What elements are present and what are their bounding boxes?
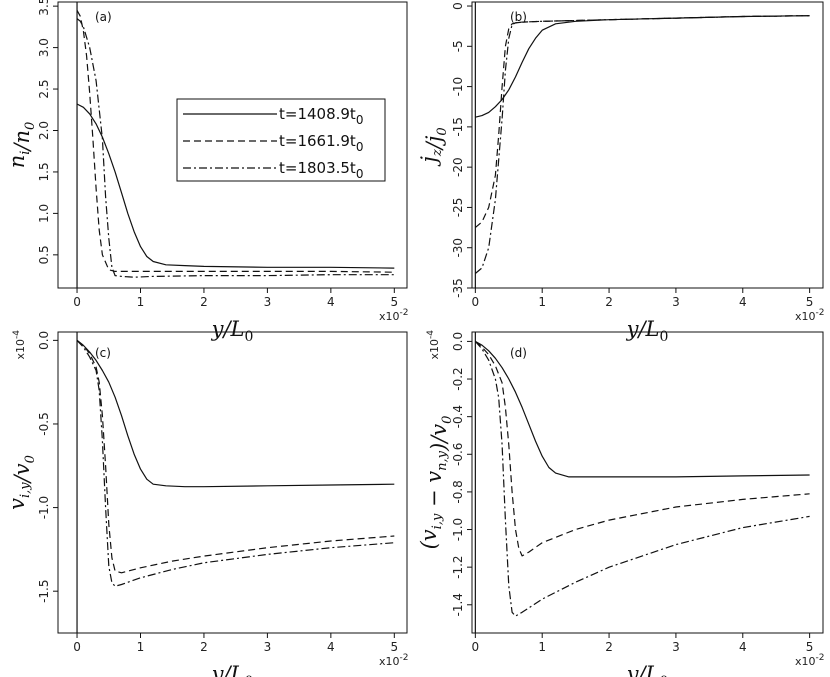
x-tick-label: 4 [327, 295, 335, 309]
panel-label: (d) [510, 346, 527, 360]
x-multiplier: x10-2 [379, 653, 409, 668]
series-line-solid [475, 340, 810, 478]
series-line-dashed [76, 339, 395, 574]
y-tick-label: -35 [451, 278, 465, 298]
y-tick-label: 1.0 [37, 204, 51, 223]
y-tick-label: -0.8 [451, 480, 465, 503]
y-tick-label: 0.0 [37, 331, 51, 350]
y-tick-label: 3.5 [37, 0, 51, 16]
x-tick-label: 2 [605, 640, 613, 654]
x-tick-label: 3 [672, 295, 680, 309]
y-multiplier: x10-4 [12, 330, 27, 360]
y-axis-label: ni/n0 [5, 122, 38, 169]
y-axis-label: vi,y/v0 [5, 455, 38, 510]
y-tick-label: -15 [451, 117, 465, 137]
plot-frame [57, 331, 408, 634]
series-line-solid [76, 339, 395, 488]
x-tick-label: 4 [739, 295, 747, 309]
y-tick-label: 0 [451, 2, 465, 10]
x-axis-label: y/L0 [211, 662, 254, 677]
x-tick-label: 4 [327, 640, 335, 654]
x-tick-label: 2 [200, 640, 208, 654]
chart-panel-4: 0 1 2 3 4 5 0.0 -0.2 -0.4 -0.6 -0.8 -1.0 -1.2 -1.4 x10… [417, 330, 825, 677]
x-tick-label: 1 [538, 640, 546, 654]
legend-label: t=1408.9t0 [279, 105, 363, 127]
y-tick-label: -10 [451, 77, 465, 97]
legend-label: t=1803.5t0 [279, 159, 363, 181]
y-tick-label: 2.0 [37, 121, 51, 140]
legend: t=1408.9t0 t=1661.9t0 t=1803.5t0 [176, 98, 386, 182]
series-line-dashed [474, 340, 810, 557]
x-tick-label: 5 [806, 640, 814, 654]
panel-label: (a) [95, 10, 112, 24]
y-tick-label: -0.5 [37, 412, 51, 435]
x-axis-label: y/L0 [626, 317, 669, 345]
x-tick-label: 3 [264, 640, 272, 654]
y-tick-label: 1.5 [37, 162, 51, 181]
plot-frame [471, 1, 824, 289]
y-tick-label: -1.4 [451, 593, 465, 616]
y-tick-label: 0.0 [451, 332, 465, 351]
y-tick-label: 2.5 [37, 79, 51, 98]
series-line-solid [76, 103, 395, 269]
x-tick-label: 5 [390, 640, 398, 654]
y-tick-label: 3.0 [37, 38, 51, 57]
x-axis-label: y/L0 [626, 662, 669, 677]
x-tick-label: 4 [739, 640, 747, 654]
y-multiplier: x10-4 [426, 330, 441, 360]
x-tick-label: 0 [472, 295, 480, 309]
series-line-dashed [76, 10, 395, 273]
chart-panel-2: 0 1 2 3 4 5 0 -5 -10 -15 -20 -25 -30 -35 x10-2 (b) y/L0 j… [417, 1, 825, 345]
x-tick-label: 3 [264, 295, 272, 309]
series-line-solid [475, 15, 810, 118]
x-multiplier: x10-2 [379, 308, 409, 323]
plot-frame [471, 331, 824, 634]
x-tick-label: 0 [73, 640, 81, 654]
chart-panel-3: 0 1 2 3 4 5 0.0 -0.5 -1.0 -1.5 x10-2 x10-4 (c) y/L0 vi… [5, 330, 409, 677]
legend-label: t=1661.9t0 [279, 132, 363, 154]
series-line-dashdot [76, 18, 395, 278]
x-tick-label: 0 [73, 295, 81, 309]
y-tick-label: -1.0 [37, 496, 51, 519]
panel-label: (c) [95, 346, 111, 360]
y-tick-label: -25 [451, 198, 465, 218]
x-tick-label: 5 [806, 295, 814, 309]
y-tick-label: -1.0 [451, 518, 465, 541]
x-axis-label: y/L0 [211, 317, 254, 345]
y-tick-label: -5 [451, 40, 465, 52]
y-tick-label: -0.6 [451, 443, 465, 466]
x-tick-label: 2 [200, 295, 208, 309]
x-tick-label: 5 [390, 295, 398, 309]
legend-box [176, 98, 386, 182]
x-tick-label: 3 [672, 640, 680, 654]
x-tick-label: 1 [137, 640, 145, 654]
series-line-dashdot [76, 339, 395, 587]
series-line-dashed [474, 15, 810, 229]
x-tick-label: 1 [137, 295, 145, 309]
panel-label: (b) [510, 10, 527, 24]
series-line-dashdot [474, 15, 810, 274]
y-tick-label: -1.2 [451, 555, 465, 578]
chart-panel-1: 0 1 2 3 4 5 0.5 1.0 1.5 2.0 2.5 3.0 3.5 x10-2 (a) y/L0 n… [5, 0, 409, 345]
x-tick-label: 0 [472, 640, 480, 654]
y-axis-label: (vi,y − vn,y)/v0 [417, 416, 455, 550]
y-tick-label: 0.5 [37, 245, 51, 264]
y-tick-label: -20 [451, 157, 465, 177]
x-tick-label: 2 [605, 295, 613, 309]
x-tick-label: 1 [538, 295, 546, 309]
y-axis-label: jz/j0 [417, 127, 450, 166]
x-multiplier: x10-2 [795, 308, 825, 323]
y-tick-label: -0.2 [451, 367, 465, 390]
y-tick-label: -0.4 [451, 405, 465, 428]
series-line-dashdot [474, 341, 810, 617]
y-tick-label: -1.5 [37, 579, 51, 602]
y-tick-label: -30 [451, 238, 465, 258]
x-multiplier: x10-2 [795, 653, 825, 668]
plot-frame [57, 1, 408, 289]
